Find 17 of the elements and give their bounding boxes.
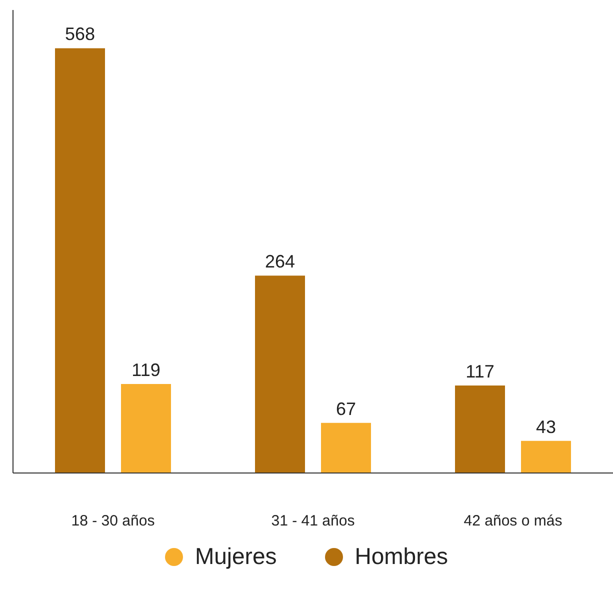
data-label: 119 <box>132 360 160 380</box>
legend-label: Hombres <box>354 543 448 570</box>
bar <box>55 48 105 473</box>
bar <box>255 276 305 473</box>
data-label: 264 <box>264 252 296 272</box>
x-tick-label: 31 - 41 años <box>271 512 355 530</box>
x-tick-label: 18 - 30 años <box>71 512 155 530</box>
bar <box>455 386 505 473</box>
data-label: 67 <box>336 398 356 419</box>
data-label: 117 <box>466 362 494 382</box>
bar <box>321 422 371 473</box>
data-label: 568 <box>64 24 96 44</box>
x-tick-label: 42 años o más <box>464 512 562 530</box>
legend-label: Mujeres <box>194 543 277 570</box>
bar <box>521 440 571 473</box>
bar <box>121 384 171 473</box>
data-label: 43 <box>536 416 556 437</box>
